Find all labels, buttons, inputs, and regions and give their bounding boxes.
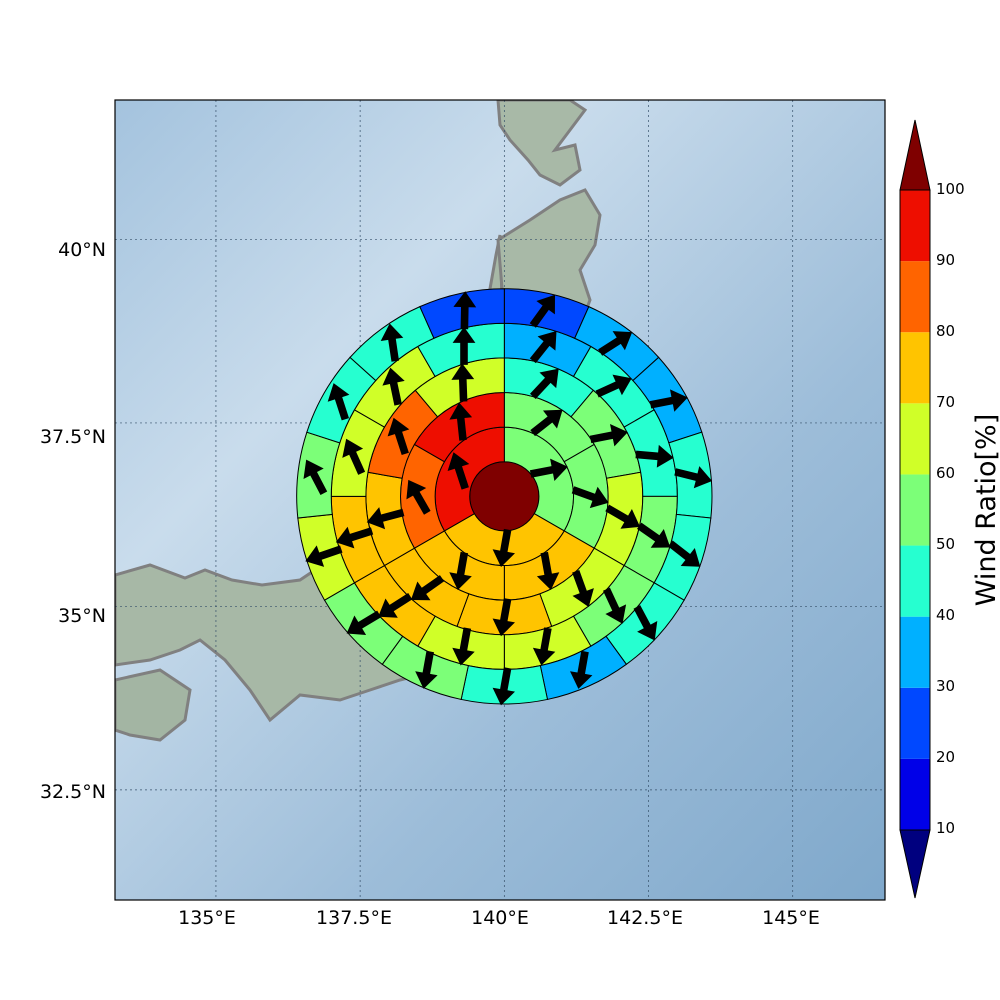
wind-arrow [449,551,472,590]
wind-arrow [603,587,627,624]
y-axis-ticks: 40°N 37.5°N 35°N 32.5°N [40,239,106,803]
wind-arrow [668,540,701,567]
wind-arrow [492,667,515,706]
colorbar-bin [900,687,930,759]
colorbar-extend-min [899,829,931,899]
wind-arrow [571,486,609,509]
wind-arrow [378,593,413,618]
wind-arrow [451,363,475,402]
land-shikoku [115,668,192,742]
wind-arrow [532,627,556,666]
wind-arrow [449,402,473,441]
land-hokkaido [496,100,588,187]
wind-arrow [452,627,475,666]
colorbar: 10 20 30 40 50 60 70 80 90 100 Wind Rati… [899,119,1000,899]
x-axis-ticks: 135°E 137.5°E 140°E 142.5°E 145°E [178,907,820,929]
wind-arrow [529,294,555,328]
wind-arrow [342,438,366,475]
wind-arrow [529,458,568,481]
colorbar-tick-20: 20 [936,748,955,766]
x-tick-142-5e: 142.5°E [607,907,683,929]
colorbar-tick-100: 100 [936,180,965,198]
wind-arrow [589,424,628,447]
colorbar-label: Wind Ratio[%] [971,414,1000,606]
colorbar-bin [900,261,930,333]
colorbar-extend-max [899,119,931,191]
wind-arrow [380,323,404,362]
colorbar-bin [900,332,930,404]
colorbar-bin [900,758,930,830]
colorbar-bin [900,616,930,688]
colorbar-tick-70: 70 [936,393,955,411]
wind-arrow [649,389,688,412]
colorbar-tick-10: 10 [936,819,955,837]
wind-arrow [492,528,515,567]
colorbar-tick-80: 80 [936,322,955,340]
wind-arrow [536,551,560,590]
y-tick-37-5n: 37.5°N [40,426,106,448]
colorbar-bin [900,474,930,546]
x-tick-135e: 135°E [178,907,236,929]
y-tick-40n: 40°N [58,239,106,261]
colorbar-tick-labels: 10 20 30 40 50 60 70 80 90 100 [936,180,965,837]
wind-arrow [382,367,405,406]
wind-arrow [598,331,633,356]
x-tick-145e: 145°E [762,907,820,929]
x-tick-140e: 140°E [471,907,529,929]
wind-arrow [447,452,470,490]
y-tick-32-5n: 32.5°N [40,781,106,803]
wind-arrow [406,479,431,515]
colorbar-tick-50: 50 [936,535,955,553]
wind-arrow [637,522,671,548]
wind-arrow [303,459,328,495]
wind-arrow [346,610,382,635]
colorbar-tick-30: 30 [936,677,955,695]
colorbar-bin [900,190,930,262]
wind-arrow [572,570,594,607]
colorbar-tick-40: 40 [936,606,955,624]
colorbar-bin [900,545,930,617]
wind-arrow [327,383,350,421]
wind-arrow [595,374,632,398]
wind-arrow [492,598,515,637]
wind-arrow [530,368,559,399]
wind-ratio-sectors [296,288,713,705]
wind-arrow [452,326,476,365]
colorbar-tick-60: 60 [936,464,955,482]
colorbar-bin [900,403,930,475]
wind-arrow [570,650,593,689]
wind-arrow [633,605,658,641]
wind-arrow [605,504,641,529]
colorbar-swatches [899,119,931,899]
wind-arrow [335,526,374,549]
wind-arrow [530,409,563,437]
x-tick-137-5e: 137.5°E [316,907,392,929]
wind-arrow [410,575,445,601]
wind-arrow [305,545,343,567]
wind-arrow [453,291,477,330]
wind-arrow [674,466,713,489]
wind-direction-arrows [303,291,713,706]
wind-arrow [387,417,410,455]
wind-arrow [635,444,674,468]
map-frame [114,99,886,901]
map-panel [114,99,886,901]
wind-arrow [366,507,405,530]
wind-arrow [415,650,438,689]
wind-arrow [529,331,557,364]
y-tick-35n: 35°N [58,605,106,627]
colorbar-tick-90: 90 [936,251,955,269]
